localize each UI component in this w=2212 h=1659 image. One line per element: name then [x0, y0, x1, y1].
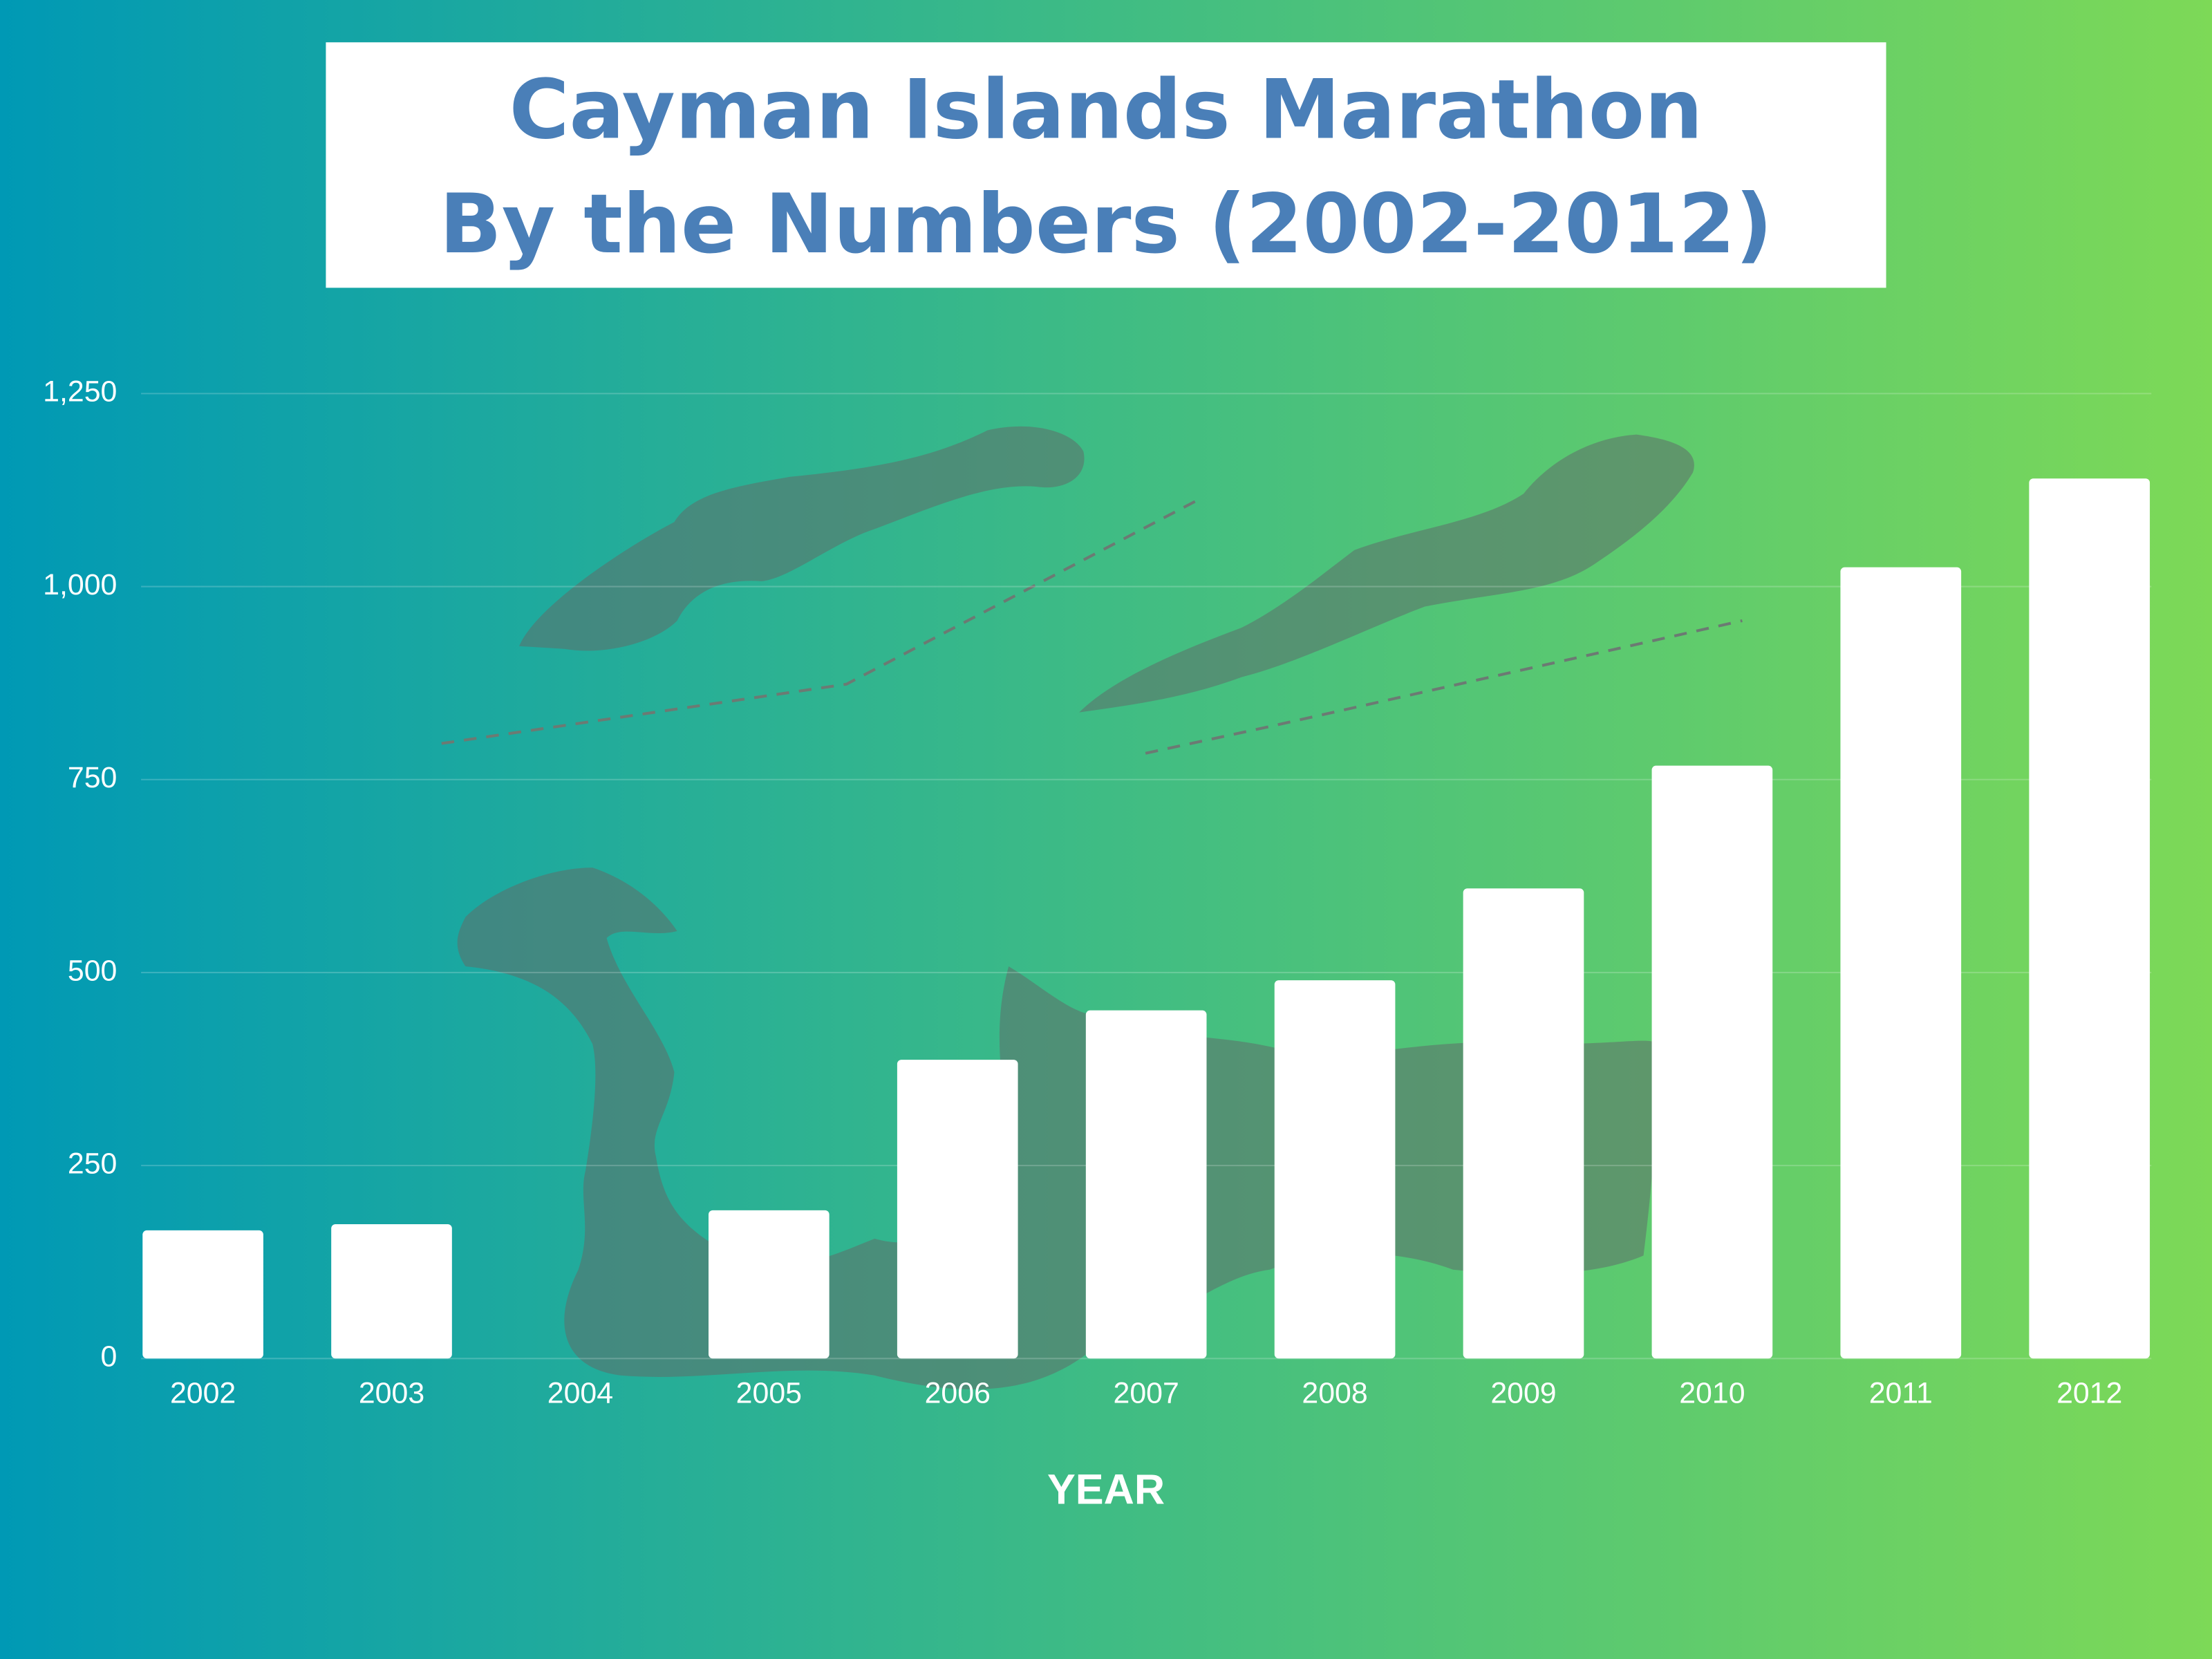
x-tick-label: 2012	[2056, 1377, 2122, 1410]
x-tick-label: 2010	[1679, 1377, 1745, 1410]
bar	[1085, 1010, 1207, 1359]
chart-title: By the Numbers (2002-2012)	[440, 176, 1773, 272]
x-tick-label: 2011	[1869, 1377, 1933, 1410]
y-tick-label: 750	[68, 761, 117, 794]
y-tick-label: 250	[68, 1147, 117, 1180]
island-silhouettes	[457, 426, 1694, 1389]
route-lines	[441, 499, 1743, 755]
bar	[1651, 765, 1773, 1359]
bar	[897, 1060, 1018, 1359]
bar	[1463, 888, 1584, 1359]
bar	[1840, 567, 1962, 1359]
y-tick-label: 500	[68, 954, 117, 987]
x-tick-label: 2003	[359, 1377, 424, 1410]
bar	[709, 1210, 830, 1359]
title-box	[326, 42, 1886, 288]
x-axis-title: YEAR	[1047, 1465, 1165, 1512]
chart-title: Cayman Islands Marathon	[509, 62, 1703, 158]
x-tick-label: 2006	[925, 1377, 991, 1410]
bar	[2029, 478, 2150, 1359]
x-tick-label: 2009	[1490, 1377, 1556, 1410]
y-tick-label: 0	[101, 1340, 118, 1374]
bar	[1274, 980, 1396, 1359]
x-tick-label: 2005	[736, 1377, 802, 1410]
bar	[142, 1230, 263, 1359]
x-tick-label: 2007	[1114, 1377, 1179, 1410]
bar	[331, 1224, 452, 1359]
y-tick-label: 1,250	[43, 375, 117, 409]
x-tick-label: 2008	[1302, 1377, 1367, 1410]
x-tick-label: 2002	[170, 1377, 236, 1410]
y-tick-label: 1,000	[43, 568, 117, 601]
x-tick-label: 2004	[547, 1377, 613, 1410]
